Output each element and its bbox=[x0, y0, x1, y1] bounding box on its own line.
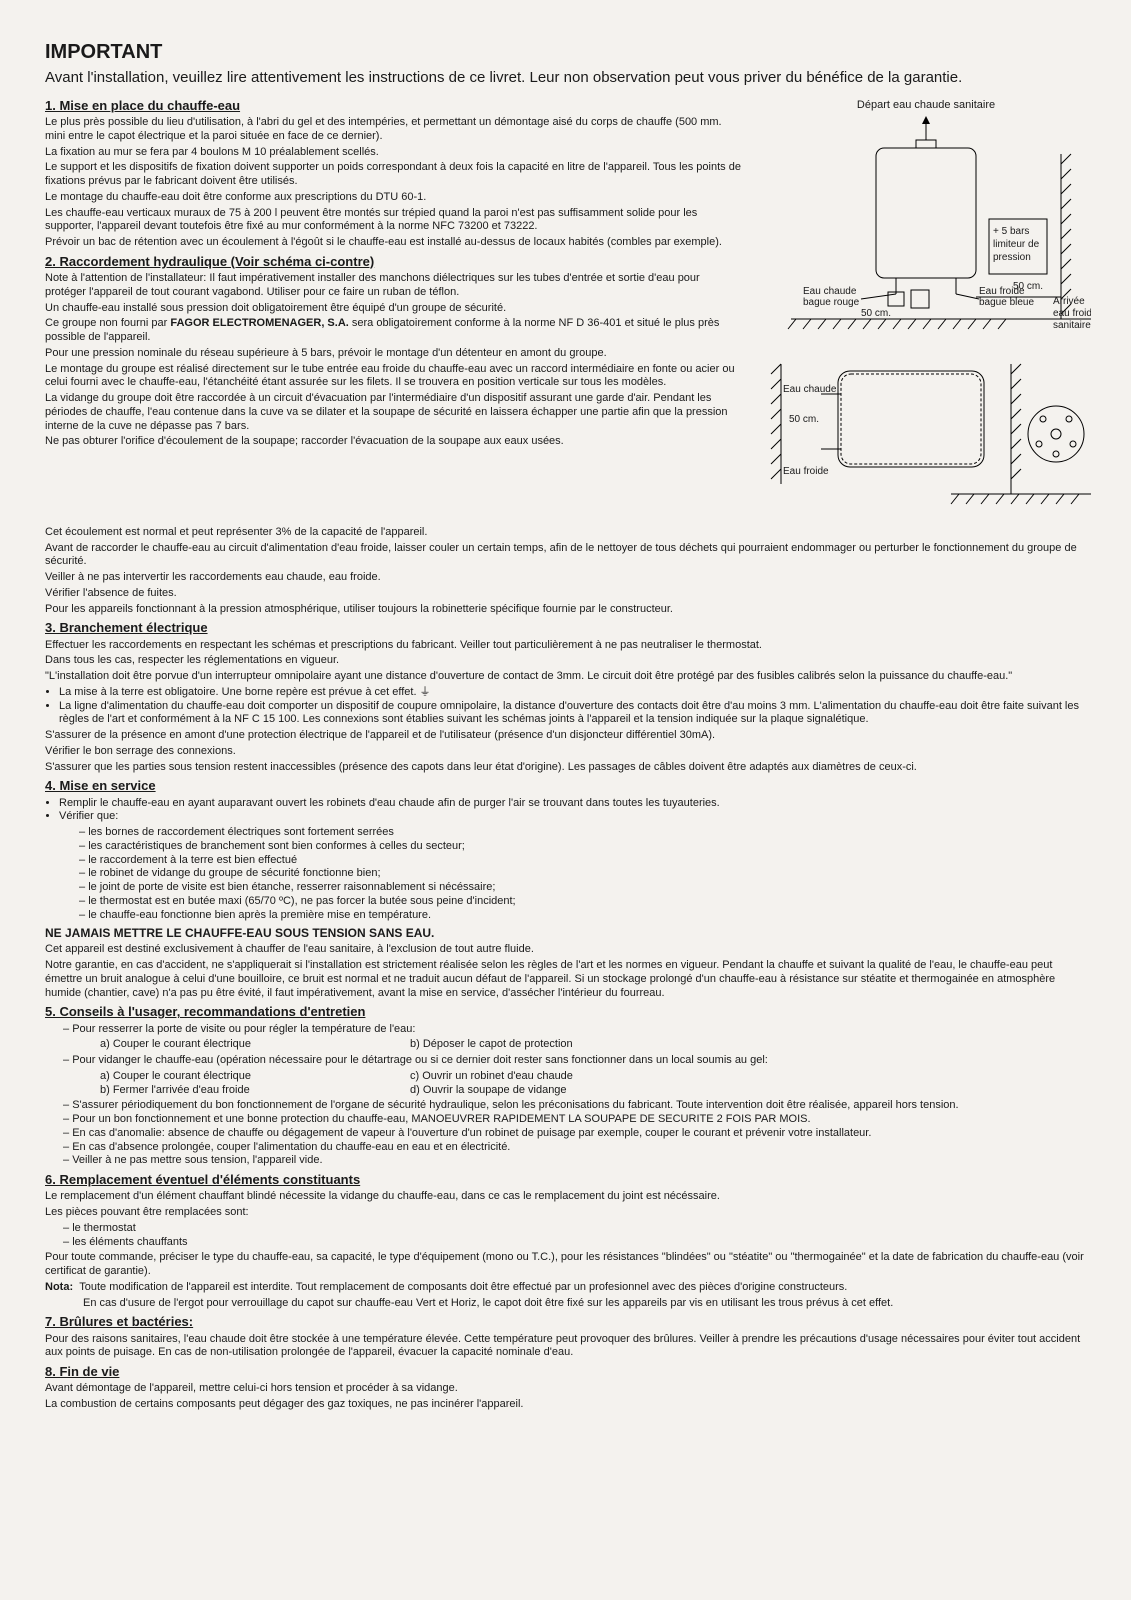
s1-p4: Le montage du chauffe-eau doit être conf… bbox=[45, 191, 741, 205]
s6-nota: Nota: Toute modification de l'appareil e… bbox=[45, 1281, 1091, 1295]
svg-text:50 cm.: 50 cm. bbox=[1013, 281, 1043, 292]
s5-d2c: c) Ouvrir un robinet d'eau chaude bbox=[410, 1070, 573, 1084]
section-6-title: 6. Remplacement éventuel d'éléments cons… bbox=[45, 1172, 1091, 1188]
s2-p10: Veiller à ne pas intervertir les raccord… bbox=[45, 571, 1091, 585]
svg-text:sanitaire: sanitaire bbox=[1053, 320, 1091, 331]
section-7-title: 7. Brûlures et bactéries: bbox=[45, 1314, 1091, 1330]
svg-text:eau froide: eau froide bbox=[1053, 308, 1091, 319]
s6-nota2: En cas d'usure de l'ergot pour verrouill… bbox=[83, 1297, 1091, 1311]
s4-warn: NE JAMAIS METTRE LE CHAUFFE-EAU SOUS TEN… bbox=[45, 926, 1091, 941]
s1-p5: Les chauffe-eau verticaux muraux de 75 à… bbox=[45, 207, 741, 235]
section-2-title: 2. Raccordement hydraulique (Voir schéma… bbox=[45, 254, 741, 270]
s3-p1: Effectuer les raccordements en respectan… bbox=[45, 639, 1091, 653]
svg-text:50 cm.: 50 cm. bbox=[789, 414, 819, 425]
s2-p12: Pour les appareils fonctionnant à la pre… bbox=[45, 603, 1091, 617]
s5-d5: En cas d'anomalie: absence de chauffe ou… bbox=[63, 1127, 1091, 1141]
s2-p11: Vérifier l'absence de fuites. bbox=[45, 587, 1091, 601]
s4-d6: le thermostat est en butée maxi (65/70 º… bbox=[79, 895, 1091, 909]
s5-d1b: b) Déposer le capot de protection bbox=[410, 1038, 573, 1052]
intro-text: Avant l'installation, veuillez lire atte… bbox=[45, 69, 1091, 88]
section-3-title: 3. Branchement électrique bbox=[45, 620, 1091, 636]
s1-p1: Le plus près possible du lieu d'utilisat… bbox=[45, 116, 741, 144]
s6-d2: les éléments chauffants bbox=[63, 1236, 1091, 1250]
s3-b1: La mise à la terre est obligatoire. Une … bbox=[59, 686, 1091, 700]
svg-text:Arrivée: Arrivée bbox=[1053, 296, 1085, 307]
s5-d2d: d) Ouvrir la soupape de vidange bbox=[410, 1084, 567, 1098]
s5-d2a: a) Couper le courant électrique bbox=[100, 1070, 410, 1084]
s6-p3: Pour toute commande, préciser le type du… bbox=[45, 1251, 1091, 1279]
s5-d7: Veiller à ne pas mettre sous tension, l'… bbox=[63, 1154, 1091, 1168]
s3-p3: "L'installation doit être porvue d'un in… bbox=[45, 670, 1091, 684]
s5-d4: Pour un bon fonctionnement et une bonne … bbox=[63, 1113, 1091, 1127]
diagram-horizontal: Eau chaude Eau froide 50 cm. bbox=[761, 354, 1091, 524]
s2-p9: Avant de raccorder le chauffe-eau au cir… bbox=[45, 542, 1091, 570]
section-1-title: 1. Mise en place du chauffe-eau bbox=[45, 98, 741, 114]
s2-p8: Cet écoulement est normal et peut représ… bbox=[45, 526, 1091, 540]
important-heading: IMPORTANT bbox=[45, 40, 1091, 65]
s3-p2: Dans tous les cas, respecter les régleme… bbox=[45, 654, 1091, 668]
s5-d3: S'assurer périodiquement du bon fonction… bbox=[63, 1099, 1091, 1113]
s7-p1: Pour des raisons sanitaires, l'eau chaud… bbox=[45, 1333, 1091, 1361]
svg-text:bague bleue: bague bleue bbox=[979, 297, 1034, 308]
s1-p2: La fixation au mur se fera par 4 boulons… bbox=[45, 146, 741, 160]
section-8-title: 8. Fin de vie bbox=[45, 1364, 1091, 1380]
svg-text:Départ eau chaude sanitaire: Départ eau chaude sanitaire bbox=[857, 99, 995, 111]
diagram-column: Départ eau chaude sanitaire Eau chaude b… bbox=[761, 94, 1091, 524]
s4-d7: le chauffe-eau fonctionne bien après la … bbox=[79, 909, 1091, 923]
s2-p3: Ce groupe non fourni par FAGOR ELECTROME… bbox=[45, 317, 741, 345]
svg-text:Eau chaude: Eau chaude bbox=[783, 384, 837, 395]
s3-p4: S'assurer de la présence en amont d'une … bbox=[45, 729, 1091, 743]
s2-p4: Pour une pression nominale du réseau sup… bbox=[45, 347, 741, 361]
s4-b2: Vérifier que: bbox=[59, 810, 1091, 824]
s4-d1: les bornes de raccordement électriques s… bbox=[79, 826, 1091, 840]
s4-d3: le raccordement à la terre est bien effe… bbox=[79, 854, 1091, 868]
s6-d1: le thermostat bbox=[63, 1222, 1091, 1236]
section-5-title: 5. Conseils à l'usager, recommandations … bbox=[45, 1004, 1091, 1020]
s1-p6: Prévoir un bac de rétention avec un écou… bbox=[45, 236, 741, 250]
s3-p5: Vérifier le bon serrage des connexions. bbox=[45, 745, 1091, 759]
s1-p3: Le support et les dispositifs de fixatio… bbox=[45, 161, 741, 189]
section-4-title: 4. Mise en service bbox=[45, 778, 1091, 794]
s4-d4: le robinet de vidange du groupe de sécur… bbox=[79, 867, 1091, 881]
s8-p2: La combustion de certains composants peu… bbox=[45, 1398, 1091, 1412]
s5-d2b: b) Fermer l'arrivée d'eau froide bbox=[100, 1084, 410, 1098]
s6-p2: Les pièces pouvant être remplacées sont: bbox=[45, 1206, 1091, 1220]
s5-d1a: a) Couper le courant électrique bbox=[100, 1038, 410, 1052]
svg-text:pression: pression bbox=[993, 252, 1031, 263]
svg-text:limiteur de: limiteur de bbox=[993, 239, 1040, 250]
s4-p1: Cet appareil est destiné exclusivement à… bbox=[45, 943, 1091, 957]
s5-d2: Pour vidanger le chauffe-eau (opération … bbox=[63, 1054, 1091, 1068]
s4-p2: Notre garantie, en cas d'accident, ne s'… bbox=[45, 959, 1091, 1000]
s5-d1: Pour resserrer la porte de visite ou pou… bbox=[63, 1023, 1091, 1037]
s2-p6: La vidange du groupe doit être raccordée… bbox=[45, 392, 741, 433]
s2-p7: Ne pas obturer l'orifice d'écoulement de… bbox=[45, 435, 741, 449]
svg-text:+ 5 bars: + 5 bars bbox=[993, 226, 1029, 237]
s3-p6: S'assurer que les parties sous tension r… bbox=[45, 761, 1091, 775]
s8-p1: Avant démontage de l'appareil, mettre ce… bbox=[45, 1382, 1091, 1396]
s3-b2: La ligne d'alimentation du chauffe-eau d… bbox=[59, 700, 1091, 728]
s4-d2: les caractéristiques de branchement sont… bbox=[79, 840, 1091, 854]
s5-d6: En cas d'absence prolongée, couper l'ali… bbox=[63, 1141, 1091, 1155]
s2-p5: Le montage du groupe est réalisé directe… bbox=[45, 363, 741, 391]
svg-text:Eau chaude: Eau chaude bbox=[803, 286, 857, 297]
diagram-vertical: Départ eau chaude sanitaire Eau chaude b… bbox=[761, 94, 1091, 354]
svg-text:50 cm.: 50 cm. bbox=[861, 308, 891, 319]
s6-p1: Le remplacement d'un élément chauffant b… bbox=[45, 1190, 1091, 1204]
svg-text:bague rouge: bague rouge bbox=[803, 297, 860, 308]
s4-b1: Remplir le chauffe-eau en ayant auparava… bbox=[59, 797, 1091, 811]
svg-text:Eau froide: Eau froide bbox=[783, 466, 829, 477]
s2-p2: Un chauffe-eau installé sous pression do… bbox=[45, 302, 741, 316]
s2-p1: Note à l'attention de l'installateur: Il… bbox=[45, 272, 741, 300]
s4-d5: le joint de porte de visite est bien éta… bbox=[79, 881, 1091, 895]
